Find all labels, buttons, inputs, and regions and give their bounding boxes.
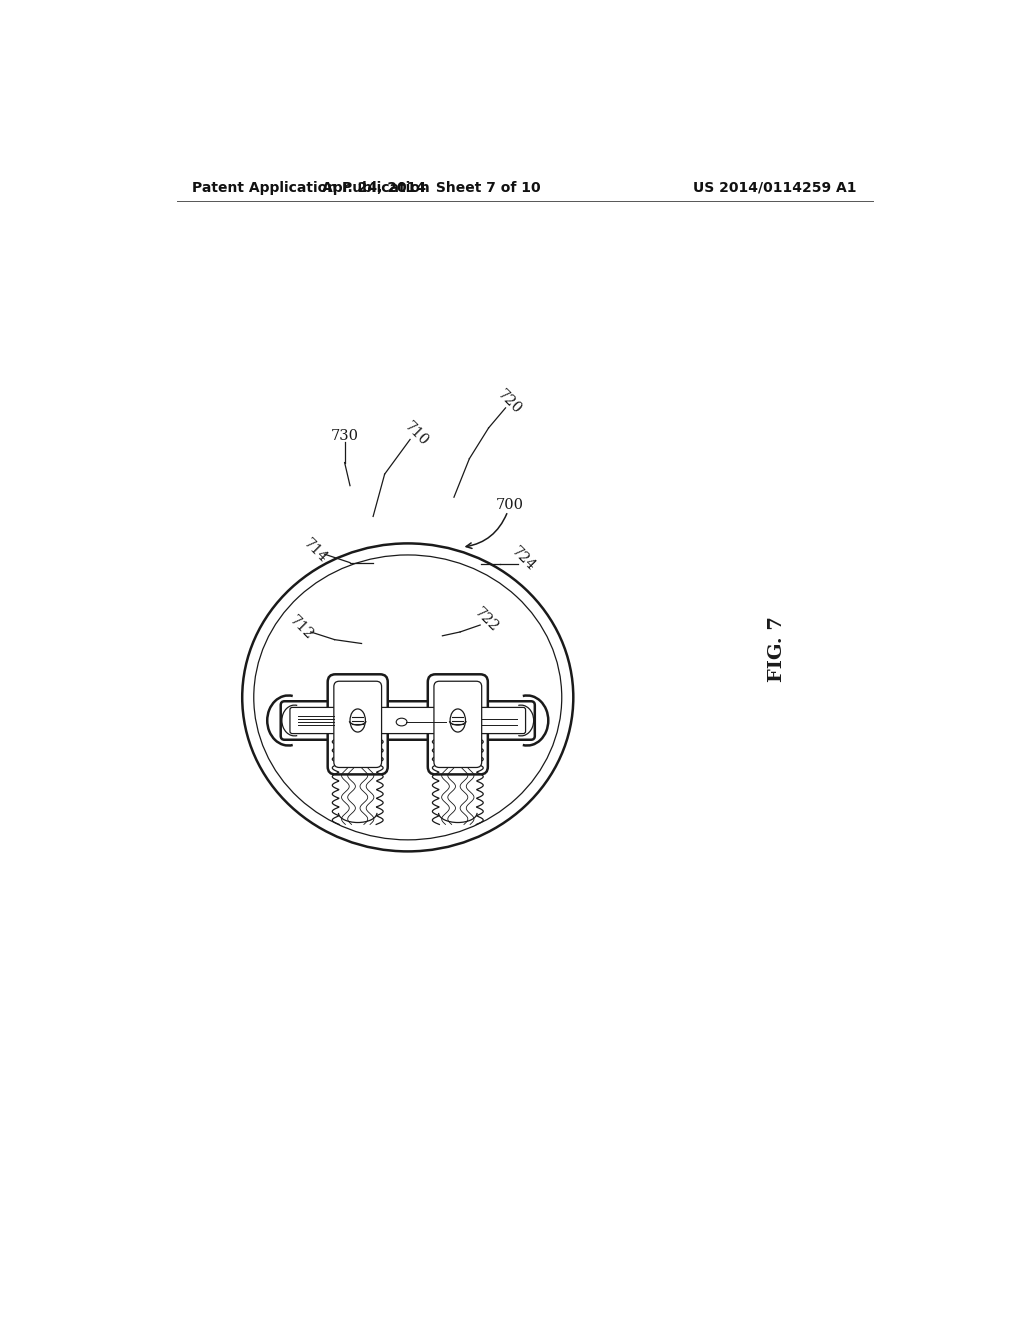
Ellipse shape bbox=[350, 709, 366, 733]
FancyBboxPatch shape bbox=[281, 701, 535, 739]
Text: 720: 720 bbox=[495, 388, 524, 417]
Ellipse shape bbox=[451, 709, 466, 733]
FancyBboxPatch shape bbox=[334, 681, 382, 767]
Text: 722: 722 bbox=[471, 606, 501, 635]
FancyBboxPatch shape bbox=[434, 681, 481, 767]
Text: US 2014/0114259 A1: US 2014/0114259 A1 bbox=[692, 181, 856, 194]
Text: Apr. 24, 2014  Sheet 7 of 10: Apr. 24, 2014 Sheet 7 of 10 bbox=[322, 181, 541, 194]
FancyBboxPatch shape bbox=[428, 675, 487, 775]
Text: 730: 730 bbox=[331, 429, 358, 442]
Text: 710: 710 bbox=[401, 420, 431, 449]
Text: 700: 700 bbox=[497, 498, 524, 512]
Text: 712: 712 bbox=[287, 614, 316, 643]
Text: 724: 724 bbox=[509, 544, 538, 574]
Text: 714: 714 bbox=[301, 536, 330, 566]
Ellipse shape bbox=[396, 718, 407, 726]
FancyBboxPatch shape bbox=[328, 675, 388, 775]
Text: Patent Application Publication: Patent Application Publication bbox=[193, 181, 430, 194]
Text: FIG. 7: FIG. 7 bbox=[768, 616, 786, 682]
FancyBboxPatch shape bbox=[290, 708, 525, 734]
